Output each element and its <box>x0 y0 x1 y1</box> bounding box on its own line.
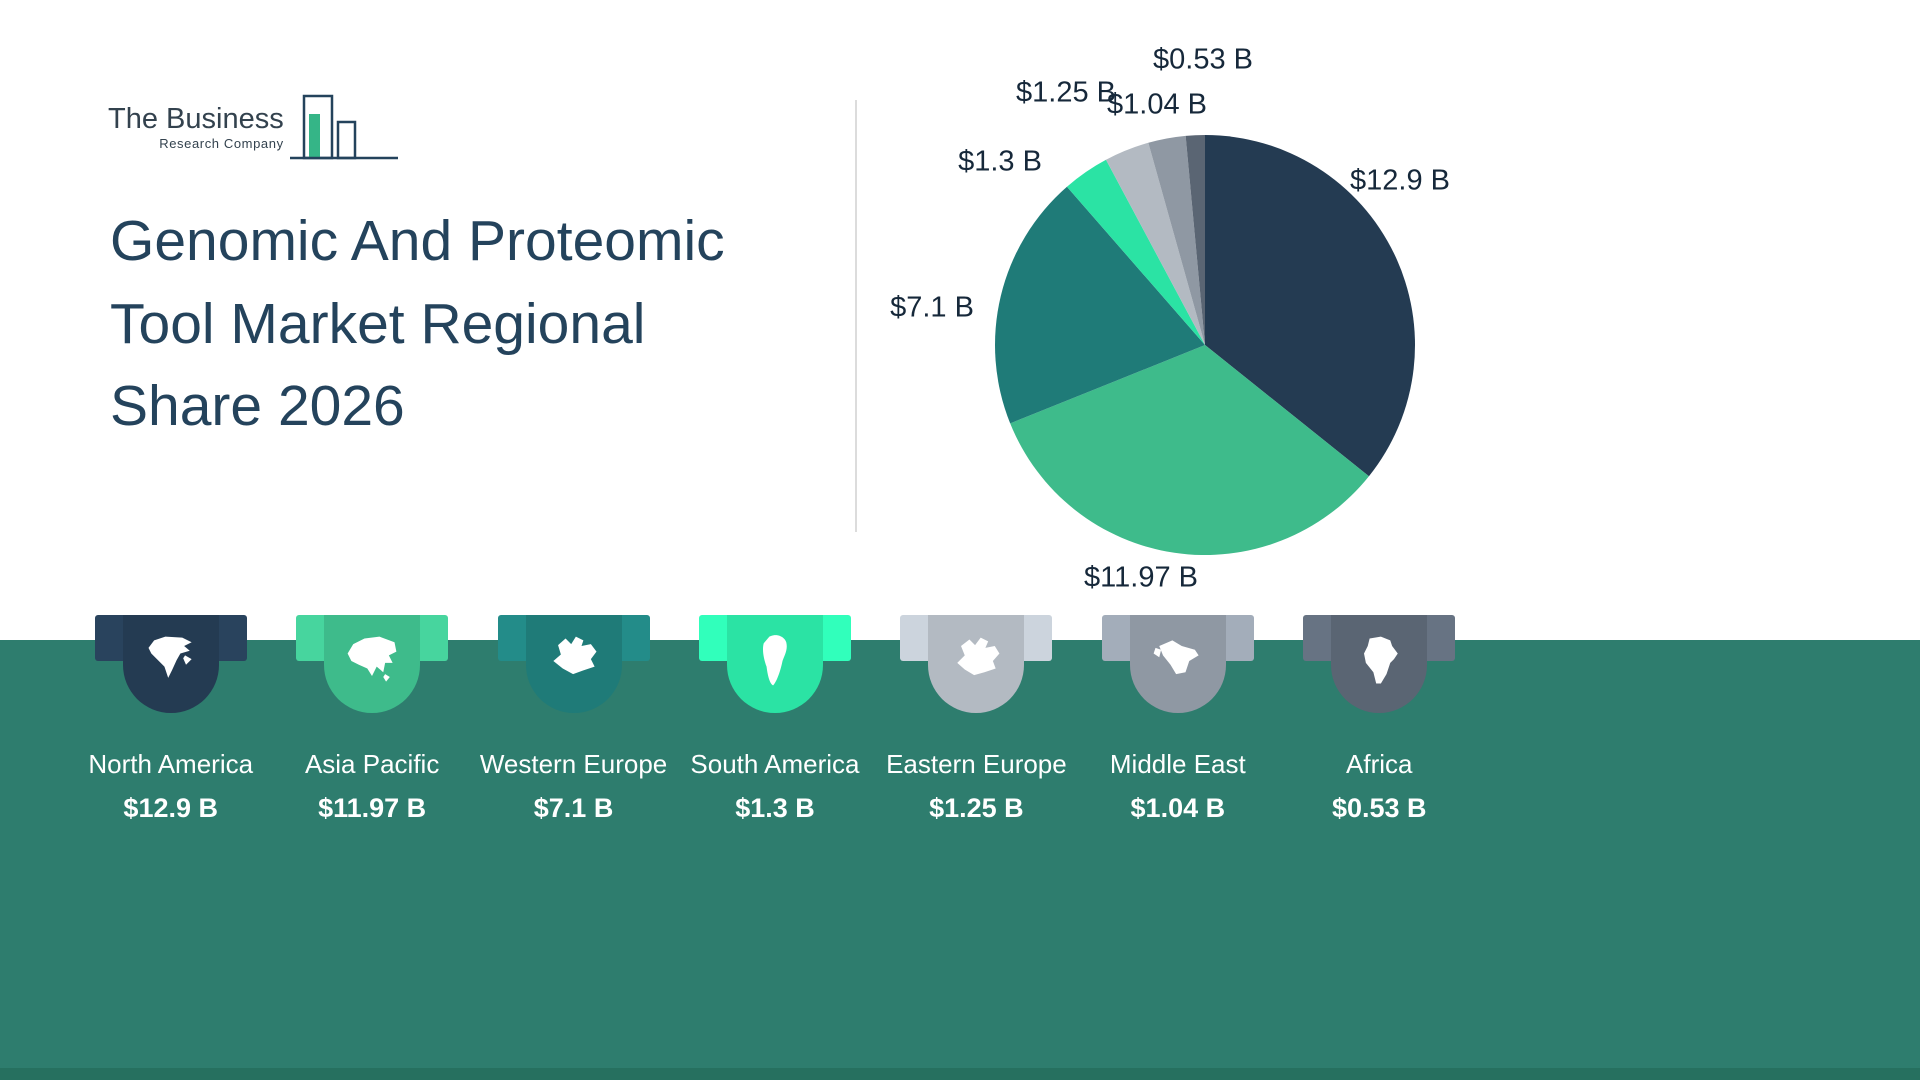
company-logo-line2: Research Company <box>159 136 284 152</box>
legend-band <box>0 640 1920 1080</box>
ribbon-front <box>324 615 421 713</box>
vertical-divider <box>855 100 857 532</box>
region-name: Middle East <box>1109 749 1246 779</box>
company-logo: The Business Research Company <box>108 90 400 166</box>
region-ribbon <box>296 615 449 715</box>
pie-label-western-europe: $7.1 B <box>890 291 974 324</box>
region-card-eastern-europe: Eastern Europe $1.25 B <box>876 615 1077 824</box>
region-value: $1.25 B <box>929 793 1024 823</box>
pie-slice-asia-pacific <box>1010 345 1369 556</box>
region-name: North America <box>88 749 254 779</box>
pie-label-africa: $0.53 B <box>1153 43 1253 76</box>
ribbon-front <box>525 615 622 713</box>
pie-label-north-america: $12.9 B <box>1350 164 1450 197</box>
north-america-map-icon <box>148 636 192 678</box>
region-card-africa: Africa $0.53 B <box>1279 615 1480 824</box>
pie-slice-africa <box>1185 135 1205 345</box>
region-legend-row: North America $12.9 B Asia Pacific $11.9… <box>70 615 1480 824</box>
region-ribbon <box>1101 615 1254 715</box>
region-ribbon <box>698 615 851 715</box>
ribbon-front <box>1129 615 1226 713</box>
eastern-europe-map-icon <box>957 637 1000 676</box>
region-value: $1.3 B <box>735 793 815 823</box>
pie-label-middle-east: $1.04 B <box>1107 88 1207 121</box>
ribbon-front <box>122 615 219 713</box>
region-card-western-europe: Western Europe $7.1 B <box>473 615 674 824</box>
pie-slice-south-america <box>1066 159 1205 345</box>
region-ribbon <box>497 615 650 715</box>
region-name: Western Europe <box>479 749 668 779</box>
region-value: $0.53 B <box>1331 793 1427 823</box>
region-card-asia-pacific: Asia Pacific $11.97 B <box>271 615 472 824</box>
region-card-north-america: North America $12.9 B <box>70 615 271 824</box>
company-logo-line1: The Business <box>108 103 284 135</box>
region-name: South America <box>690 749 860 779</box>
region-card-middle-east: Middle East $1.04 B <box>1077 615 1278 824</box>
south-america-map-icon <box>762 635 787 686</box>
ribbon-front <box>1331 615 1428 713</box>
pie-slice-eastern-europe <box>1105 142 1205 345</box>
region-value: $12.9 B <box>123 793 218 823</box>
legend-band-edge <box>0 1068 1920 1080</box>
region-name: Eastern Europe <box>886 749 1067 779</box>
pie-slice-middle-east <box>1148 135 1205 345</box>
western-europe-map-icon <box>552 636 597 675</box>
region-card-south-america: South America $1.3 B <box>674 615 875 824</box>
company-logo-text: The Business Research Company <box>108 90 284 152</box>
pie-label-eastern-europe: $1.25 B <box>1016 76 1116 109</box>
region-value: $11.97 B <box>318 793 427 823</box>
region-value: $1.04 B <box>1130 793 1226 823</box>
pie-label-asia-pacific: $11.97 B <box>1084 561 1198 594</box>
region-name: Africa <box>1346 749 1413 779</box>
page-title: Genomic And Proteomic Tool Market Region… <box>110 209 725 439</box>
pie-label-south-america: $1.3 B <box>958 145 1042 178</box>
region-ribbon <box>900 615 1053 715</box>
ribbon-front <box>928 615 1025 713</box>
region-name: Asia Pacific <box>304 749 440 779</box>
bar-chart-logo-icon <box>289 94 398 160</box>
region-ribbon <box>1303 615 1456 715</box>
middle-east-map-icon <box>1153 640 1199 675</box>
africa-map-icon <box>1364 636 1398 684</box>
ribbon-front <box>726 615 823 713</box>
pie-chart <box>994 135 1416 556</box>
region-ribbon <box>94 615 247 715</box>
pie-slice-north-america <box>1205 135 1416 477</box>
pie-slice-western-europe <box>994 186 1205 424</box>
region-value: $7.1 B <box>533 793 614 823</box>
asia-pacific-map-icon <box>347 636 397 682</box>
